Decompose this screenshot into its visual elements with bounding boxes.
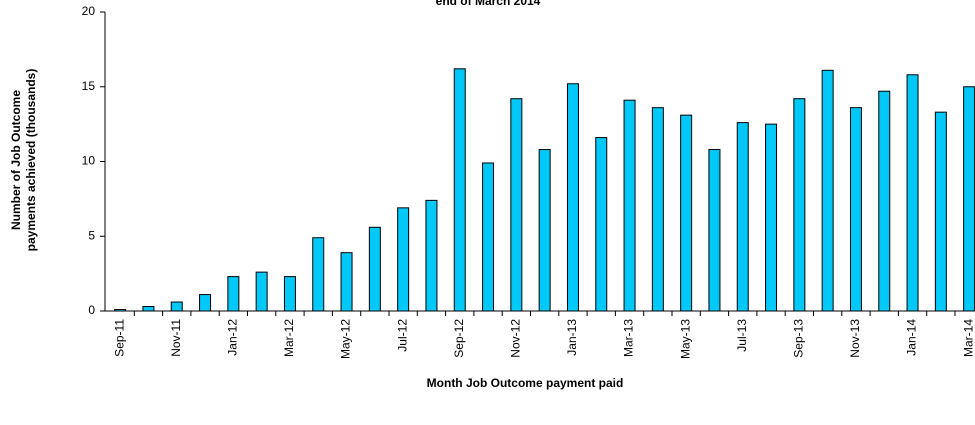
bar [651,107,664,312]
bar [934,111,947,312]
x-tick-label: Sep-13 [792,319,806,358]
x-tick-label: Sep-12 [452,319,466,358]
bar [708,149,721,312]
bar [736,122,749,312]
bar [199,294,212,312]
x-tick-label: Jan-12 [226,319,240,356]
y-tick-label: 0 [88,303,95,317]
bar [963,86,975,312]
x-tick-label: Jul-13 [735,319,749,352]
chart-title: end of March 2014 [436,0,541,8]
bar [283,276,296,312]
x-tick-label: Mar-12 [282,319,296,357]
x-tick-label: Sep-11 [112,319,126,357]
x-tick-label: Nov-11 [169,319,183,357]
bar [312,237,325,312]
y-tick-label: 15 [82,79,96,93]
x-tick-label: Nov-13 [848,319,862,358]
bar [680,114,693,312]
y-axis-title: Number of Job Outcome payments achieved … [9,69,38,252]
bar [765,123,778,312]
bar [566,83,579,312]
bar [482,162,495,312]
bar [425,199,438,312]
x-tick-label: Jan-14 [905,319,919,356]
bar [227,276,240,312]
x-tick-label: May-12 [339,319,353,359]
x-tick-label: Nov-12 [509,319,523,358]
bar [623,99,636,312]
x-tick-label: Mar-13 [622,319,636,357]
y-tick-label: 20 [82,4,96,18]
x-tick-label: Jan-13 [565,319,579,356]
bar [397,207,410,312]
bar [849,107,862,312]
x-tick-label: May-13 [678,319,692,359]
x-tick-label: Mar-14 [961,319,975,357]
bar [368,226,381,312]
x-axis-title: Month Job Outcome payment paid [427,376,624,390]
bar [255,271,268,312]
bar [170,301,183,312]
bar [510,98,523,312]
y-axis-title-line: Number of Job Outcome [9,90,23,230]
bar [906,74,919,312]
bar [878,90,891,312]
y-tick-label: 5 [88,228,95,242]
bar [340,252,353,312]
y-axis-title-line: payments achieved (thousands) [24,69,38,252]
bar [595,137,608,312]
bar [793,98,806,312]
x-tick-label: Jul-12 [395,319,409,352]
y-tick-label: 10 [82,154,96,168]
bar [538,149,551,312]
bar [142,306,155,312]
bar [453,68,466,312]
bar [821,69,834,312]
